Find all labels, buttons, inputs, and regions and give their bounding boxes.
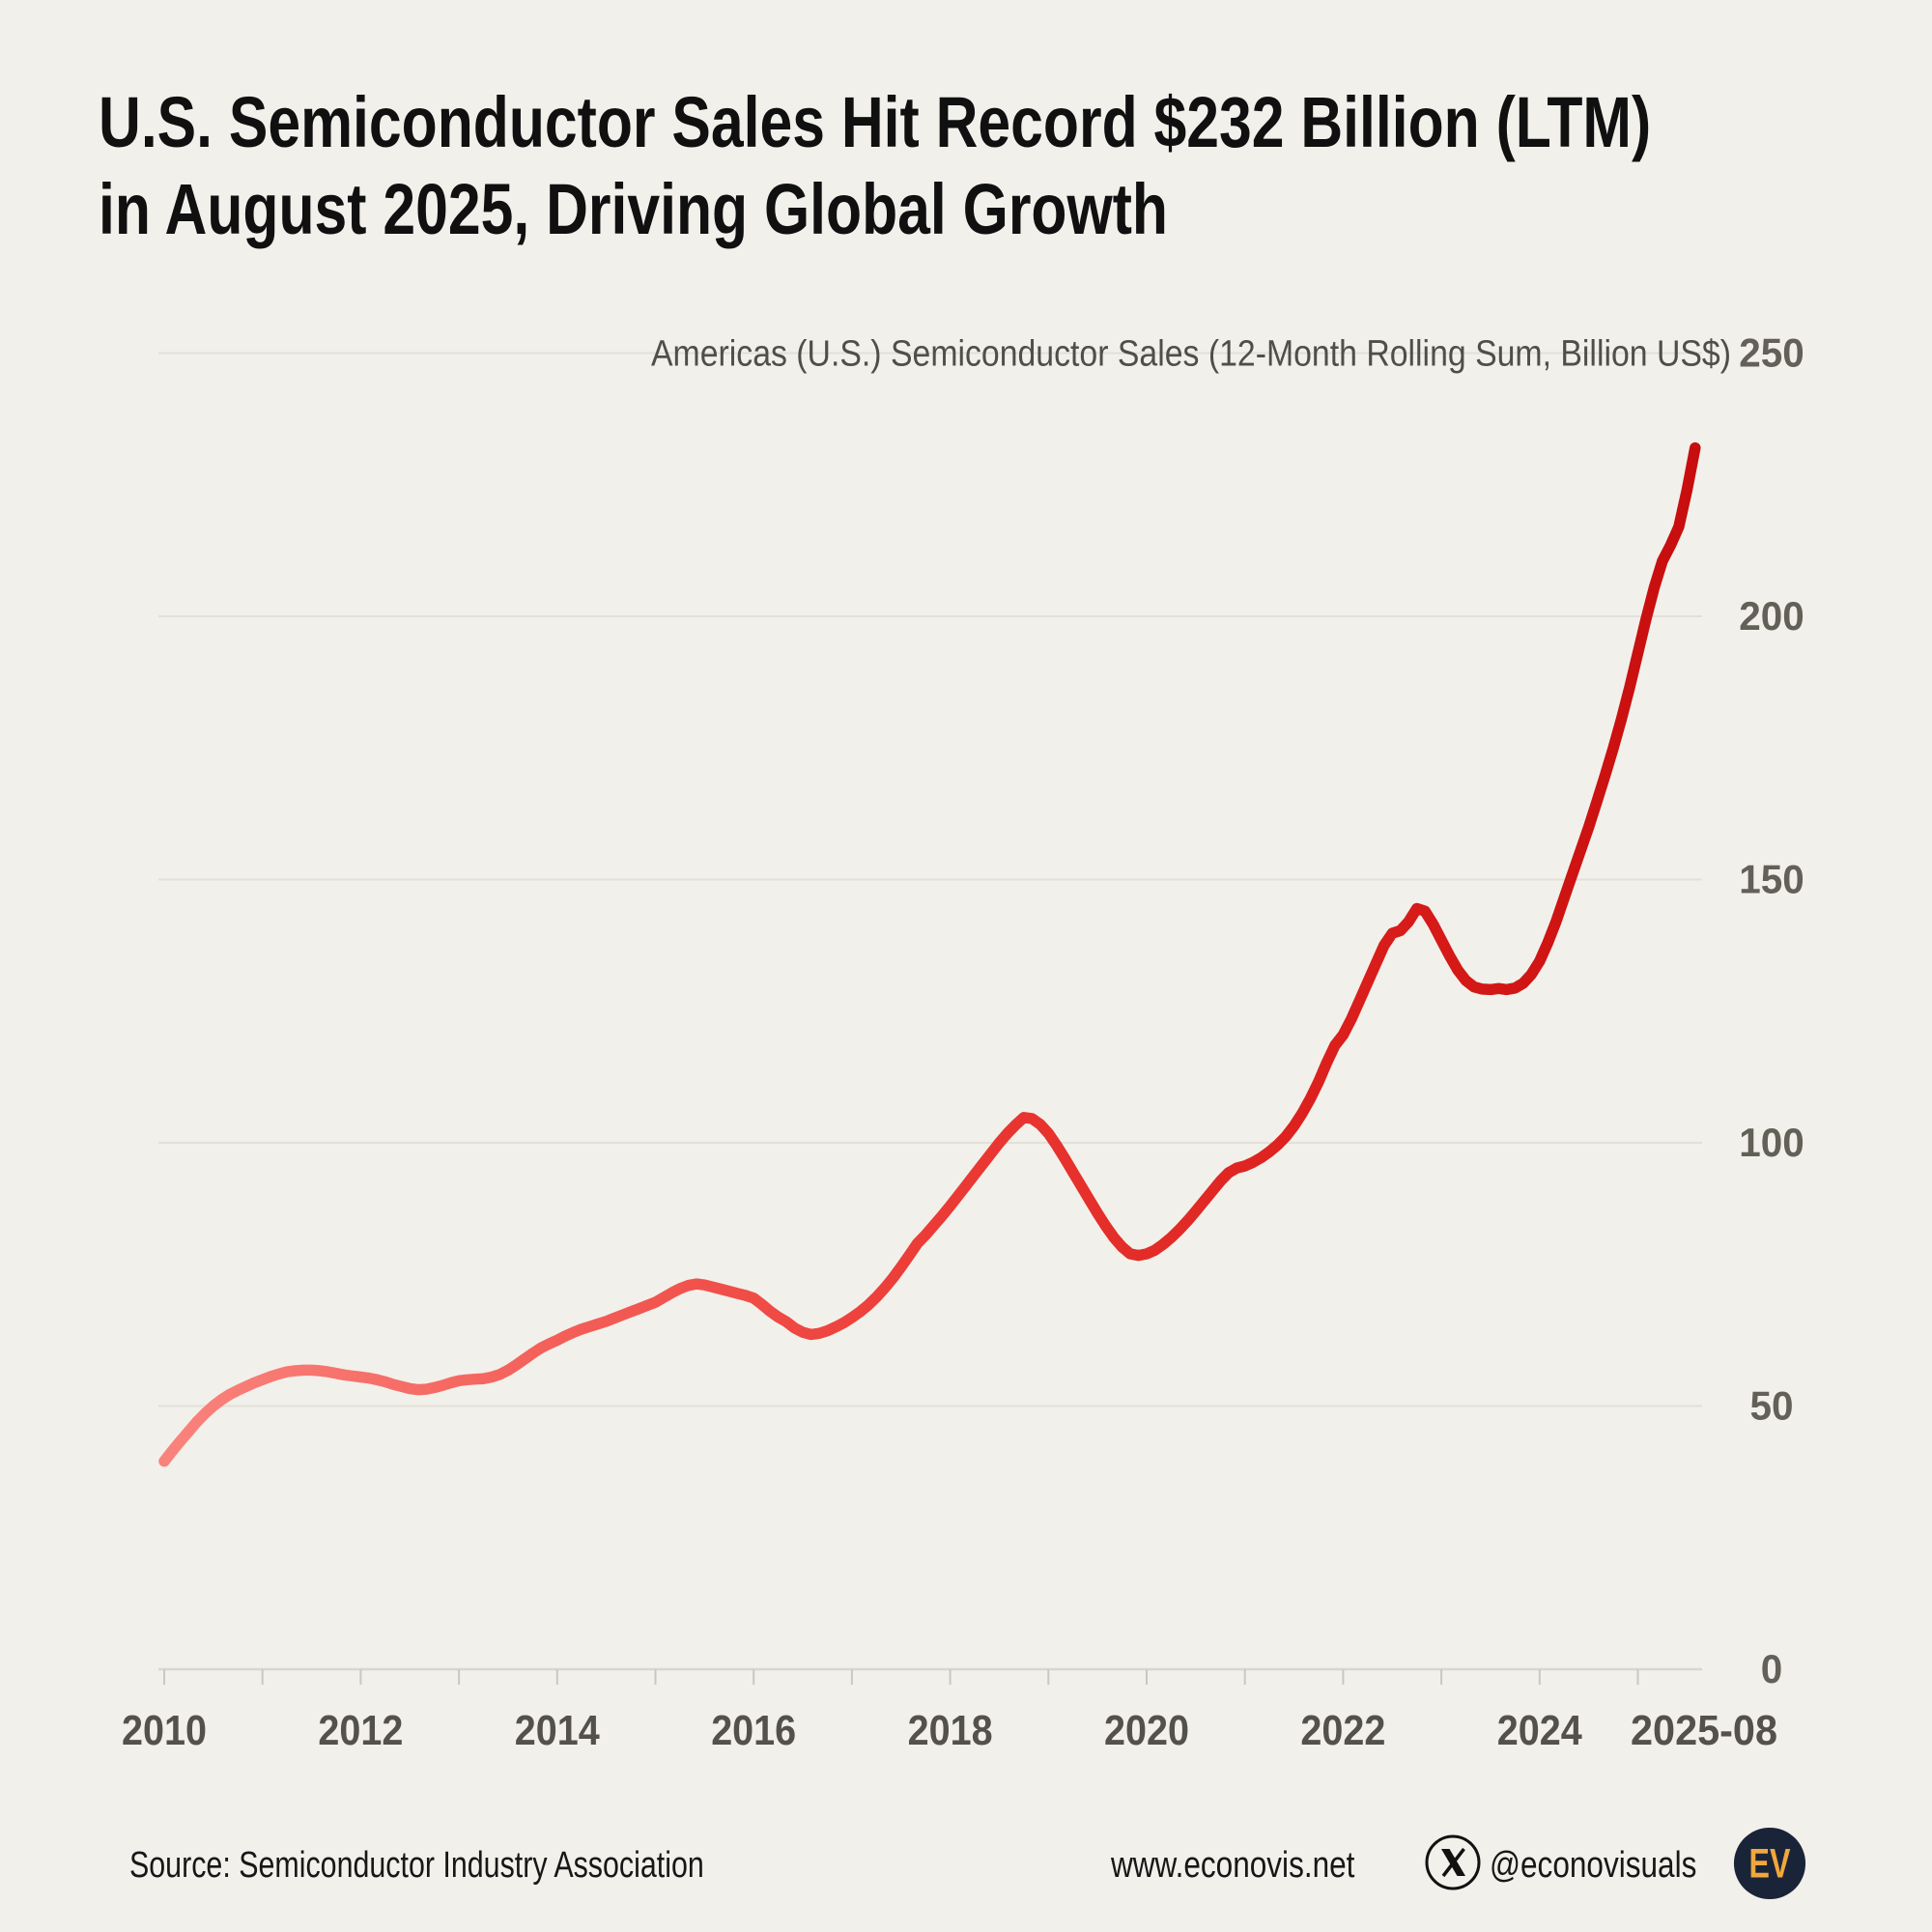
y-axis-label-250: 250 [1739, 330, 1804, 376]
x-icon-cross [1441, 1847, 1465, 1878]
website-link[interactable]: www.econovis.net [1111, 1845, 1355, 1886]
x-icon-circle [1425, 1834, 1481, 1890]
x-axis-label-2020: 2020 [1104, 1707, 1189, 1754]
x-social-icon[interactable] [1422, 1832, 1484, 1893]
x-axis-label-2012: 2012 [318, 1707, 403, 1754]
logo-circle [1733, 1827, 1806, 1900]
x-axis-label-2022: 2022 [1300, 1707, 1385, 1754]
logo-text: EV [1749, 1841, 1791, 1888]
x-axis-label-2014: 2014 [515, 1707, 600, 1754]
y-axis-label-50: 50 [1750, 1383, 1794, 1429]
y-axis-label-200: 200 [1739, 593, 1804, 639]
series-label: Americas (U.S.) Semiconductor Sales (12-… [651, 334, 1731, 375]
x-axis-label-2018: 2018 [908, 1707, 993, 1754]
x-axis-label-2024: 2024 [1497, 1707, 1582, 1754]
econovis-logo: EV [1733, 1827, 1806, 1900]
page-title: U.S. Semiconductor Sales Hit Record $232… [99, 79, 1651, 253]
y-axis-label-150: 150 [1739, 857, 1804, 902]
x-axis-label-2010: 2010 [122, 1707, 207, 1754]
y-axis-label-0: 0 [1761, 1646, 1783, 1691]
sales-line-series [158, 441, 1701, 1467]
title-line-2: in August 2025, Driving Global Growth [99, 169, 1168, 249]
source-credit: Source: Semiconductor Industry Associati… [129, 1845, 704, 1886]
x-axis-label-2016: 2016 [711, 1707, 796, 1754]
y-axis-label-100: 100 [1739, 1120, 1804, 1165]
x-handle[interactable]: @econovisuals [1490, 1845, 1697, 1886]
x-axis-label-last: 2025-08 [1631, 1707, 1777, 1754]
title-line-1: U.S. Semiconductor Sales Hit Record $232… [99, 82, 1652, 162]
